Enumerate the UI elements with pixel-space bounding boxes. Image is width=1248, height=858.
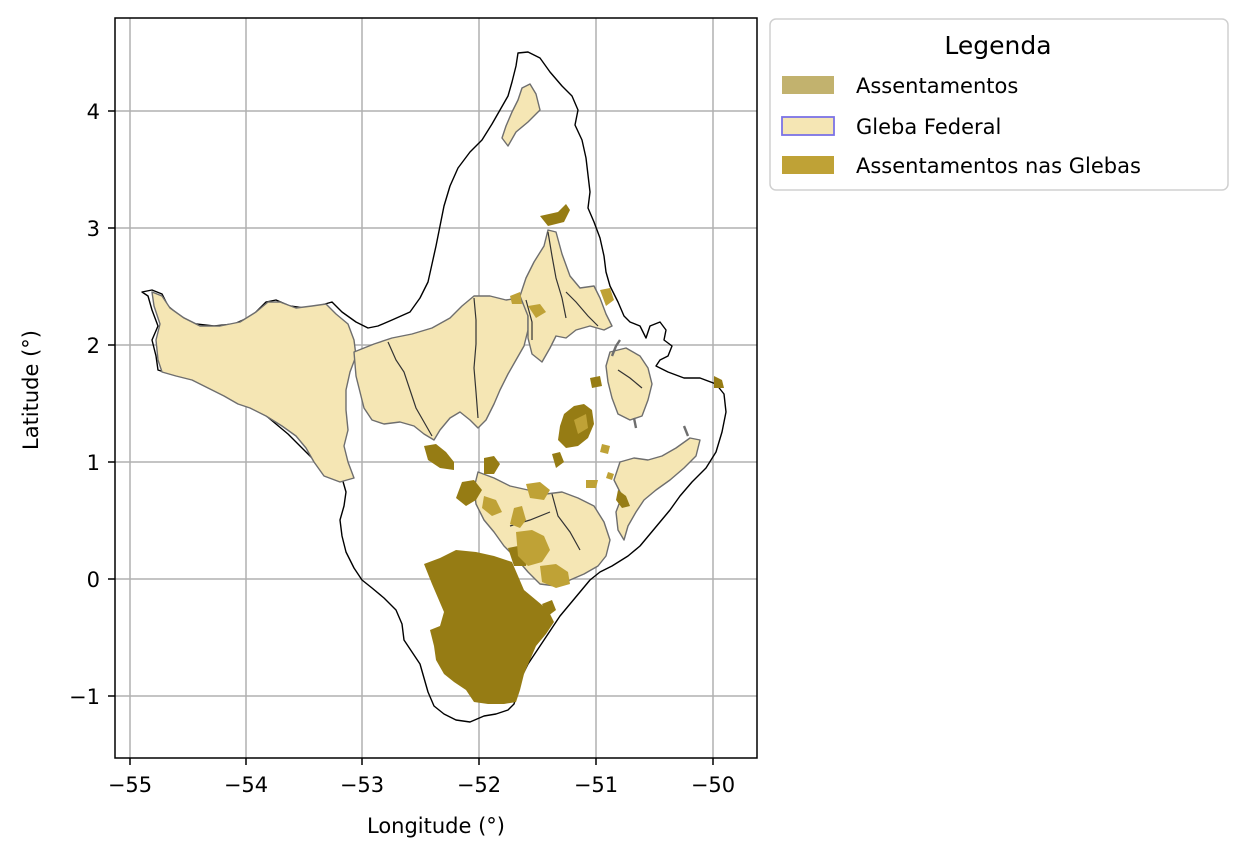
y-tick-label: 0 [87, 568, 100, 592]
gleba-north-central [519, 229, 613, 363]
gleba-west [151, 291, 357, 483]
legend-swatch-gleba-federal [781, 116, 835, 136]
tick-marks [108, 110, 714, 765]
settlement-overlap [540, 564, 570, 588]
overlap-dark-layer [424, 204, 724, 704]
settlement-south-large [424, 550, 554, 704]
division-line [547, 231, 567, 319]
x-tick-label: −54 [224, 773, 268, 797]
x-tick-label: −51 [574, 773, 618, 797]
settlement-overlap [526, 482, 550, 500]
legend-title: Legenda [944, 31, 1051, 60]
settlement-small [424, 444, 454, 470]
settlement-small [590, 376, 602, 388]
gleba-east-lower [613, 437, 701, 541]
x-axis-label: Longitude (°) [367, 814, 505, 838]
division-line [617, 369, 643, 389]
minor-strokes [610, 339, 690, 437]
settlement-small [552, 452, 564, 468]
settlement-small [484, 456, 500, 474]
plot-frame [114, 17, 758, 759]
legend-swatch-assentamentos [782, 76, 834, 94]
settlement-small [456, 480, 482, 506]
settlement-overlap [510, 506, 526, 528]
gleba-layer [151, 83, 701, 587]
y-tick-label: 1 [87, 451, 100, 475]
x-tick-label: −50 [691, 773, 735, 797]
x-tick-label: −52 [457, 773, 501, 797]
gleba-east-coast [605, 347, 653, 421]
legend: Legenda Assentamentos Gleba Federal Asse… [769, 18, 1229, 191]
overlap-light-layer [482, 288, 614, 588]
settlement-overlap [606, 472, 614, 480]
settlement-small [616, 490, 630, 508]
legend-swatch-assentamentos-nas-glebas [782, 156, 834, 174]
x-tick-label: −55 [108, 773, 152, 797]
settlement-overlap [586, 480, 598, 488]
y-axis-label: Latitude (°) [19, 330, 43, 450]
settlement-overlap [600, 444, 610, 454]
legend-label-assentamentos-nas-glebas: Assentamentos nas Glebas [856, 154, 1141, 178]
settlement-overlap [528, 304, 546, 318]
y-tick-labels: 4 3 2 1 0 −1 [69, 100, 100, 709]
gleba-north-tip [501, 83, 541, 147]
minor-stroke [682, 425, 690, 437]
settlement-small [542, 600, 556, 616]
settlement-small [714, 376, 724, 388]
division-line [525, 299, 533, 340]
y-tick-label: 4 [87, 100, 100, 124]
settlement-small [540, 204, 570, 226]
y-tick-label: 3 [87, 217, 100, 241]
division-line [551, 493, 581, 551]
legend-label-assentamentos: Assentamentos [856, 74, 1018, 98]
legend-label-gleba-federal: Gleba Federal [856, 115, 1001, 139]
y-tick-label: −1 [69, 685, 100, 709]
legend-frame [769, 18, 1229, 191]
settlement-overlap [574, 414, 588, 434]
division-line [565, 291, 599, 327]
settlement-overlap [516, 530, 550, 566]
settlement-overlap [510, 292, 522, 304]
division-line [473, 297, 479, 419]
minor-stroke [610, 339, 621, 357]
division-line [387, 341, 433, 437]
plot-area: −55 −54 −53 −52 −51 −50 4 3 2 1 0 −1 Lon… [19, 17, 758, 838]
minor-stroke [632, 417, 638, 429]
y-tick-label: 2 [87, 334, 100, 358]
x-tick-labels: −55 −54 −53 −52 −51 −50 [108, 773, 735, 797]
settlement-overlap [482, 496, 502, 516]
settlement-overlap [600, 288, 614, 306]
gleba-central-west [353, 295, 529, 441]
x-tick-label: −53 [340, 773, 384, 797]
